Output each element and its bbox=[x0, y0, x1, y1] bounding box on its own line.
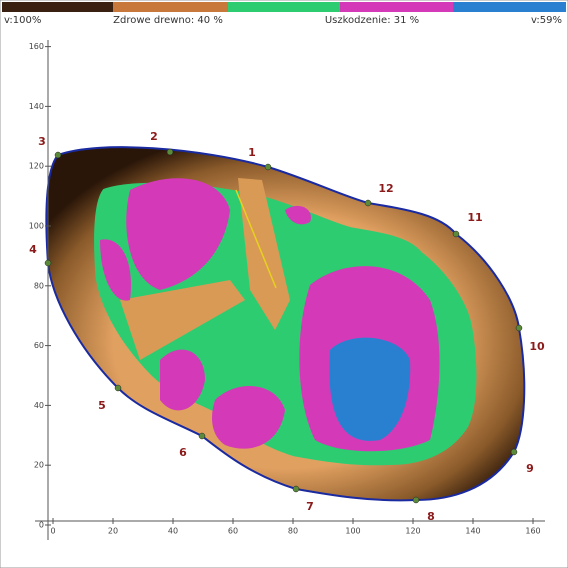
sensor-label: 4 bbox=[29, 243, 37, 256]
x-tick-label: 20 bbox=[108, 527, 118, 536]
x-tick-label: 80 bbox=[288, 527, 298, 536]
legend-label: Zdrowe drewno: 40 % bbox=[113, 15, 223, 26]
x-tick-label: 0 bbox=[50, 527, 55, 536]
sensor-label: 2 bbox=[150, 130, 158, 143]
y-tick-label: 60 bbox=[34, 341, 44, 350]
y-tick-label: 0 bbox=[39, 521, 44, 530]
tomogram-map bbox=[45, 146, 526, 502]
x-tick-label: 100 bbox=[345, 527, 360, 536]
sensor-label: 6 bbox=[179, 446, 187, 459]
sensor-label: 3 bbox=[38, 135, 46, 148]
x-tick-label: 60 bbox=[228, 527, 238, 536]
legend-label: v:59% bbox=[531, 15, 562, 26]
legend-label: Uszkodzenie: 31 % bbox=[325, 15, 419, 26]
y-tick-label: 40 bbox=[34, 401, 44, 410]
sensor-label: 1 bbox=[248, 146, 256, 159]
sensor-label: 8 bbox=[427, 510, 435, 523]
sensor-label: 11 bbox=[467, 211, 482, 224]
x-tick-label: 120 bbox=[405, 527, 420, 536]
sensor-label: 10 bbox=[529, 340, 545, 353]
y-tick-label: 100 bbox=[29, 222, 44, 231]
y-tick-label: 160 bbox=[29, 42, 44, 51]
axes bbox=[35, 40, 545, 540]
x-tick-label: 160 bbox=[525, 527, 540, 536]
legend-bar bbox=[2, 2, 566, 12]
y-tick-label: 80 bbox=[34, 281, 44, 290]
legend-label: v:100% bbox=[4, 15, 41, 26]
sensor-dots bbox=[44, 148, 523, 504]
sensor-label: 9 bbox=[526, 462, 534, 475]
sensor-label: 5 bbox=[98, 399, 106, 412]
x-tick-label: 140 bbox=[465, 527, 480, 536]
sensor-label: 7 bbox=[306, 500, 314, 513]
y-tick-label: 20 bbox=[34, 461, 44, 470]
y-tick-label: 140 bbox=[29, 102, 44, 111]
sensor-label: 12 bbox=[378, 182, 393, 195]
x-tick-label: 40 bbox=[168, 527, 178, 536]
y-tick-label: 120 bbox=[29, 162, 44, 171]
